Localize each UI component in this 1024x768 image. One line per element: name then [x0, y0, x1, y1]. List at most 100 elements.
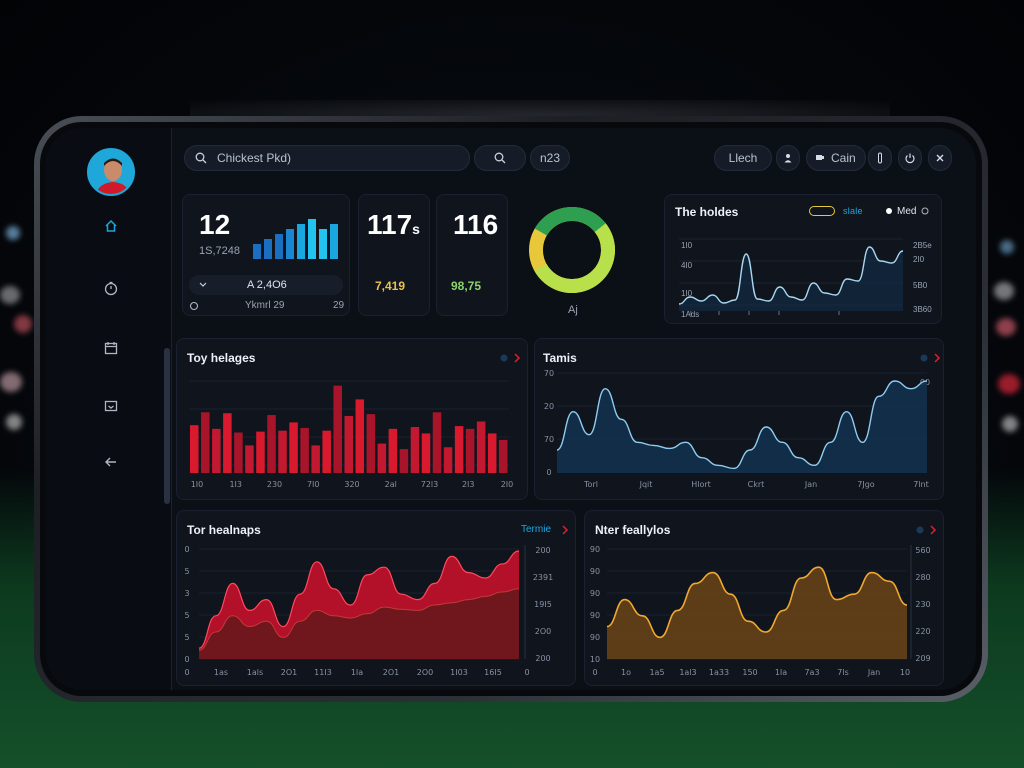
bar-x-label: 7I0 [307, 480, 320, 489]
bar [366, 414, 376, 473]
bar [223, 413, 232, 473]
back-arrow-icon[interactable] [99, 450, 123, 474]
amber-y-label: 10 [590, 655, 600, 664]
bar-x-label: 2I3 [462, 480, 475, 489]
red-x-label: 1I03 [450, 668, 468, 677]
amber-x-label: 1a5 [649, 668, 664, 677]
chevron-right-icon[interactable] [933, 353, 941, 363]
code-chip[interactable]: n23 [530, 145, 570, 171]
line-series [678, 246, 904, 305]
avatar-person-icon [89, 150, 133, 194]
panel-bars-title: Toy helages [187, 351, 256, 365]
bar [465, 428, 475, 473]
amber-y-right-label: 209 [915, 654, 930, 663]
amber-x-label: 1Ia [775, 668, 787, 677]
flag-icon [816, 155, 824, 160]
calendar-icon[interactable] [99, 336, 123, 360]
action-chip[interactable]: Cain [806, 145, 866, 171]
panel-area-red-link[interactable]: Termie [521, 524, 552, 535]
blue-y-label: 20 [544, 402, 554, 411]
bar [278, 430, 287, 473]
panel-top-right-toggle[interactable]: Med [897, 206, 917, 217]
mini-bar [275, 234, 283, 259]
scrollbar[interactable] [164, 348, 170, 504]
red-area-line-2 [198, 588, 520, 651]
bar [377, 443, 387, 473]
kpi-card-main: 12 1S,7248 A 2,4O6 Ykmrl 29 29 [182, 194, 350, 316]
amber-y-label: 90 [590, 545, 600, 554]
bar [487, 433, 497, 473]
bar [388, 428, 398, 473]
search-button[interactable] [474, 145, 526, 171]
radio-empty-icon[interactable] [921, 207, 929, 215]
toggle-pill[interactable] [809, 206, 835, 216]
chevron-right-icon[interactable] [929, 525, 937, 535]
red-x-label: 2O1 [383, 668, 399, 677]
bar-x-label: 1I3 [229, 480, 242, 489]
panel-area-red-title: Tor healnaps [187, 523, 261, 537]
bokeh-light [994, 282, 1014, 300]
avatar[interactable] [87, 148, 135, 196]
blue-y-label: 70 [544, 435, 554, 444]
bar [421, 433, 431, 473]
amber-y-label: 90 [590, 589, 600, 598]
bokeh-light [996, 318, 1016, 336]
dot-icon [920, 354, 928, 362]
info-button[interactable] [868, 145, 892, 171]
top-right-line-chart [678, 238, 904, 315]
red-y-label: 0 [184, 655, 189, 664]
bokeh-light [14, 315, 32, 333]
red-x-label: 0 [524, 668, 529, 677]
power-button[interactable] [898, 145, 922, 171]
blue-x-label: 7lnt [913, 480, 929, 489]
amber-y-right-label: 280 [915, 573, 930, 582]
mini-bar [286, 229, 294, 259]
close-icon [936, 154, 944, 162]
bar-x-label: 72l3 [421, 480, 439, 489]
bar [454, 426, 464, 473]
red-y-right-label: 19I5 [534, 600, 552, 609]
bar [201, 412, 210, 473]
tr-yr-0: 2B5e [913, 241, 932, 250]
amber-x-label: 7a3 [804, 668, 819, 677]
amber-x-label: 7ls [837, 668, 848, 677]
amber-y-right-label: 230 [915, 600, 930, 609]
panel-area-amber-title: Nter feallylos [595, 523, 671, 537]
chevron-right-icon[interactable] [513, 353, 521, 363]
kpi-main-value: 12 [199, 209, 231, 240]
close-button[interactable] [928, 145, 952, 171]
panel-top-right-chip[interactable]: sIaIe [843, 206, 863, 216]
amber-y-right-label: 560 [915, 546, 930, 555]
home-icon[interactable] [99, 214, 123, 238]
bar [399, 449, 409, 473]
amber-y-label: 90 [590, 567, 600, 576]
action-chip-label: Cain [831, 151, 856, 165]
inbox-icon[interactable] [99, 394, 123, 418]
bokeh-light [1002, 416, 1018, 432]
radio-icon[interactable] [885, 207, 893, 215]
amber-y-right-label: 220 [915, 627, 930, 636]
blue-x-label: Jan [804, 480, 817, 489]
donut-chart [529, 207, 615, 293]
blue-area-fill [557, 381, 927, 473]
dot-icon [500, 354, 508, 362]
bokeh-light [998, 374, 1020, 394]
chevron-right-icon[interactable] [561, 525, 569, 535]
amber-x-label: 1al3 [679, 668, 696, 677]
line-area [679, 247, 903, 311]
tr-y-0: 1I0 [681, 241, 693, 250]
bar [311, 445, 320, 473]
blue-x-label: Torl [583, 480, 598, 489]
user-menu-chip[interactable]: Llech [714, 145, 772, 171]
tr-yr-2: 5B0 [913, 281, 928, 290]
bar [476, 421, 486, 473]
user-button[interactable] [776, 145, 800, 171]
red-x-label: 2O0 [417, 668, 433, 677]
red-y-right-label: 200 [535, 654, 550, 663]
search-input[interactable]: Chickest Pkd) [217, 151, 292, 165]
bar-chart: 1I0 1I3 230 7I0 320 2al 72l3 2I3 2I0 [189, 380, 513, 489]
panel-area-blue-title: Tamis [543, 351, 577, 365]
stopwatch-icon[interactable] [99, 276, 123, 300]
amber-y-label: 90 [590, 611, 600, 620]
search-field[interactable]: Chickest Pkd) [184, 145, 470, 171]
